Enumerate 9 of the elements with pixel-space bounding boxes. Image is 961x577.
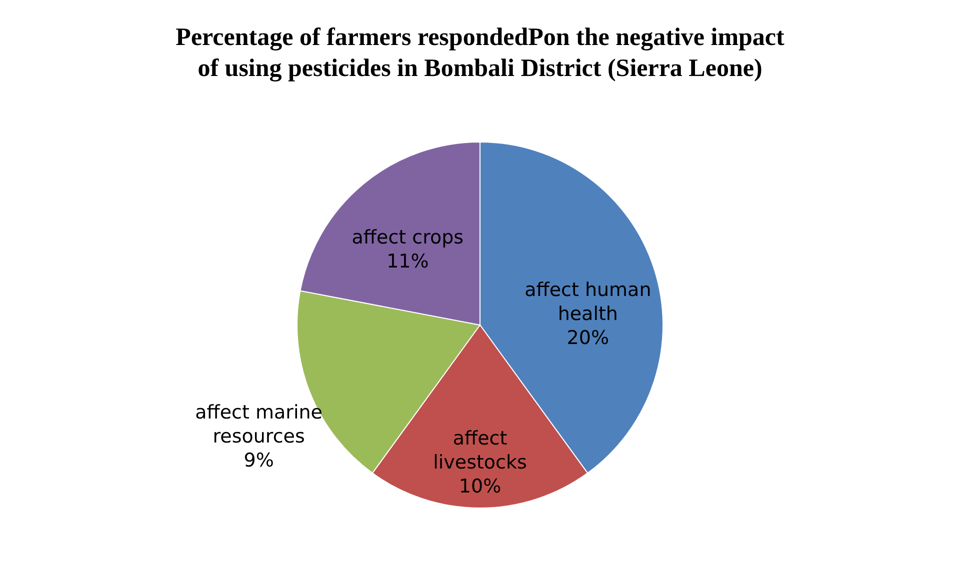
chart-title: Percentage of farmers respondedPon the negative impact of using pesticides in Bombali District (Sierra Leone) — [176, 24, 786, 82]
slice-label: affect marine resources — [195, 402, 322, 448]
slice-label: affect human health — [524, 278, 652, 325]
data-label: 11% — [386, 250, 429, 273]
slice-label: affect livestocks — [433, 427, 527, 474]
data-label: 10% — [458, 475, 502, 498]
slice-label: affect crops — [352, 226, 464, 249]
data-label: 20% — [566, 326, 610, 349]
data-label: 9% — [244, 450, 274, 472]
